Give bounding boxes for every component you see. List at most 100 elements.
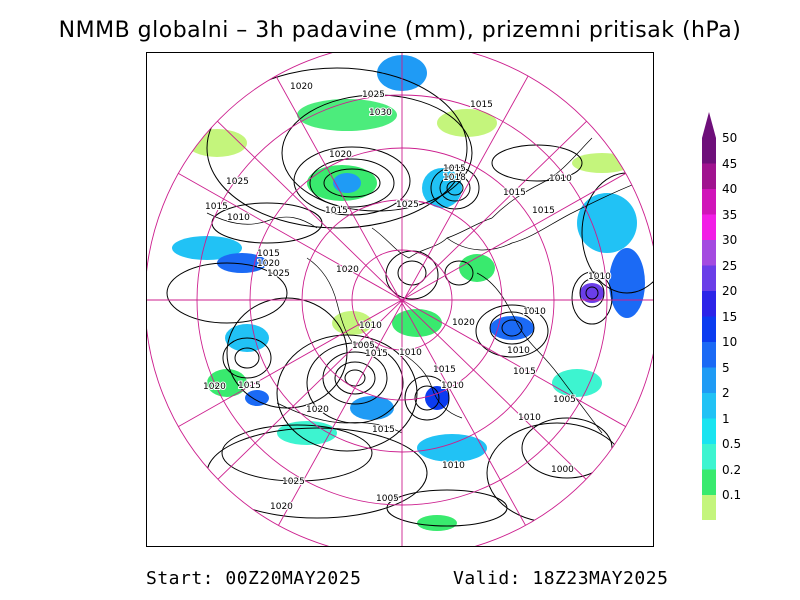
legend-level-label: 35 (722, 207, 738, 222)
map-canvas: 1020 1025 1030 1015 1020 1025 1015 1018 … (147, 53, 653, 546)
isobar-label: 1005 (553, 395, 576, 405)
legend-level-label: 20 (722, 284, 738, 298)
precip-patch (332, 311, 372, 335)
isobar-label: 1015 (325, 206, 348, 216)
legend-swatch (702, 240, 716, 266)
legend-swatch (702, 265, 716, 291)
isobar-label: 1005 (376, 494, 399, 504)
isobar-label: 1018 (443, 173, 466, 183)
precip-patch (422, 168, 462, 208)
legend-color-bar (702, 112, 716, 520)
isobar-label: 1000 (551, 465, 574, 475)
legend-swatch (702, 444, 716, 470)
chart-title: NMMB globalni – 3h padavine (mm), prizem… (58, 18, 742, 43)
isobar-label: 1025 (226, 177, 249, 187)
isobar-label: 1025 (282, 477, 305, 487)
legend-swatch (702, 214, 716, 240)
precip-patch (437, 109, 497, 137)
polar-map: 1020 1025 1030 1015 1020 1025 1015 1018 … (146, 52, 654, 547)
legend-swatch (702, 469, 716, 495)
legend-swatch (702, 138, 716, 164)
isobar-label: 1020 (336, 265, 359, 275)
legend-level-label: 1 (722, 411, 730, 426)
isobar-label: 1010 (523, 307, 546, 317)
isobar-label: 1020 (257, 259, 280, 269)
legend-swatch (702, 342, 716, 368)
legend-level-label: 30 (722, 233, 738, 247)
isobar-label: 1010 (518, 413, 541, 423)
legend-level-label: 5 (722, 360, 730, 375)
isobar-label: 1010 (588, 272, 611, 282)
legend-level-label: 25 (722, 258, 738, 273)
legend-swatch (702, 418, 716, 444)
isobar-label: 1020 (306, 405, 329, 415)
legend-swatch (702, 367, 716, 393)
legend-level-label: 10 (722, 335, 738, 349)
isobar-label: 1010 (549, 174, 572, 184)
isobar-label: 1010 (227, 213, 250, 223)
valid-time-label: Valid: 18Z23MAY2025 (453, 568, 669, 589)
legend-level-label: 40 (722, 182, 738, 196)
legend-level-label: 45 (722, 156, 738, 171)
isobar-label: 1015 (365, 349, 388, 359)
precip-patch (350, 396, 394, 420)
precip-patch (459, 254, 495, 282)
precip-patch (333, 173, 361, 193)
precip-patch (172, 236, 242, 260)
isobar-label-layer: 1020 1025 1030 1015 1020 1025 1015 1018 … (202, 81, 612, 513)
legend-level-label: 0.2 (722, 462, 742, 477)
precip-patch (552, 369, 602, 397)
precip-patch (572, 153, 632, 173)
precip-patch (580, 283, 604, 303)
precip-patch (187, 129, 247, 157)
isobar-label: 1015 (532, 206, 555, 216)
precipitation-legend (702, 112, 716, 520)
precip-patch (609, 248, 645, 318)
isobar-label: 1020 (452, 318, 475, 328)
precip-patch (417, 515, 457, 531)
precip-patch (425, 386, 449, 410)
precipitation-layer (172, 55, 645, 531)
legend-swatch (702, 163, 716, 189)
isobar-label: 1015 (238, 381, 261, 391)
isobar-label: 1020 (329, 150, 352, 160)
legend-level-label: 0.5 (722, 437, 742, 451)
isobar-label: 1020 (270, 502, 293, 512)
precip-patch (392, 309, 442, 337)
start-time-label: Start: 00Z20MAY2025 (146, 568, 362, 589)
isobar-label: 1015 (433, 365, 456, 375)
isobar-label: 1030 (369, 108, 392, 118)
precip-patch (417, 434, 487, 462)
isobar-label: 1015 (205, 202, 228, 212)
legend-level-label: 0.1 (722, 488, 742, 502)
isobar-label: 1015 (443, 164, 466, 174)
isobar-label: 1025 (267, 269, 290, 279)
legend-level-label: 15 (722, 309, 738, 324)
isobar-label: 1015 (257, 249, 280, 259)
legend-swatch (702, 495, 716, 520)
precip-patch (217, 253, 267, 273)
isobar-label: 1010 (441, 381, 464, 391)
isobar-label: 1005 (352, 341, 375, 351)
legend-level-label: 2 (722, 386, 730, 400)
lat-lon-grid (147, 53, 653, 546)
legend-level-label: 50 (722, 131, 738, 145)
precip-patch (490, 316, 534, 340)
isobar-label: 1010 (399, 348, 422, 358)
isobar-label: 1015 (513, 367, 536, 377)
isobar-label: 1015 (372, 425, 395, 435)
isobar-label: 1025 (396, 200, 419, 210)
isobar-label: 1015 (470, 100, 493, 110)
isobar-label: 1025 (362, 90, 385, 100)
isobar-label: 1020 (203, 382, 226, 392)
isobar-label: 1010 (507, 346, 530, 356)
precip-patch (297, 99, 397, 131)
legend-arrow-top (702, 112, 716, 138)
precip-patch (577, 193, 637, 253)
coastlines (206, 137, 638, 434)
isobar-label: 1010 (442, 461, 465, 471)
isobar-label: 1020 (290, 82, 313, 92)
legend-swatch (702, 291, 716, 317)
legend-swatch (702, 189, 716, 215)
legend-swatch (702, 316, 716, 342)
